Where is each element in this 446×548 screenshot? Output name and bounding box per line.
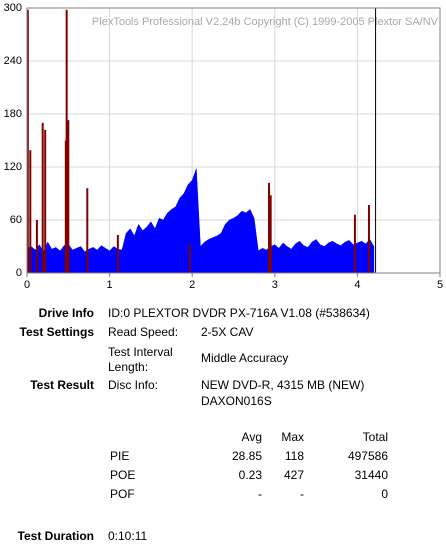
disc-info: DAXON016S bbox=[201, 394, 272, 408]
spike bbox=[367, 204, 370, 273]
label: Test Settings bbox=[19, 325, 94, 339]
x-tick-label: 0 bbox=[24, 279, 30, 291]
y-tick-label: 240 bbox=[4, 55, 22, 67]
label: Test Result bbox=[30, 378, 94, 392]
y-tick-label: 0 bbox=[16, 267, 22, 279]
stat-header: Max bbox=[281, 430, 304, 444]
y-tick-label: 120 bbox=[4, 161, 22, 173]
spike bbox=[67, 120, 70, 273]
value: 0:10:11 bbox=[108, 529, 148, 543]
stat-name: POF bbox=[110, 487, 135, 501]
x-tick-label: 5 bbox=[437, 279, 443, 291]
spike bbox=[269, 195, 272, 273]
spike bbox=[116, 235, 119, 273]
disc-info: NEW DVD-R, 4315 MB (NEW) bbox=[201, 378, 365, 392]
chart: 0 60 120 180 240 300 0 1 2 3 4 5 PlexTools Professio… bbox=[4, 2, 443, 291]
spike bbox=[86, 188, 89, 273]
label: Test Duration bbox=[17, 529, 94, 543]
stat-value: 31440 bbox=[354, 468, 388, 482]
stat-value: 28.85 bbox=[231, 449, 262, 463]
spike bbox=[268, 182, 271, 273]
setting-name: Test Interval Length: bbox=[108, 345, 173, 374]
spike bbox=[26, 9, 29, 274]
stat-value: 427 bbox=[283, 468, 304, 482]
spike bbox=[35, 220, 38, 273]
setting-name: Disc Info: bbox=[108, 378, 159, 392]
spike bbox=[65, 9, 68, 274]
stat-value: 0 bbox=[381, 487, 388, 501]
stat-name: POE bbox=[110, 468, 136, 482]
stat-value: 0.23 bbox=[238, 468, 262, 482]
stat-header: Avg bbox=[241, 430, 262, 444]
area bbox=[26, 168, 375, 274]
stat-value: - bbox=[258, 487, 262, 501]
x-tick-label: 4 bbox=[354, 279, 360, 291]
spike bbox=[29, 150, 32, 273]
x-tick-label: 1 bbox=[107, 279, 113, 291]
y-tick-label: 300 bbox=[4, 2, 22, 14]
value: ID:0 PLEXTOR DVDR PX-716A V1.08 (#538634… bbox=[108, 306, 370, 320]
chart-title: PlexTools Professional V2.24b Copyright … bbox=[92, 16, 439, 28]
spike bbox=[353, 214, 356, 273]
spike bbox=[41, 122, 44, 273]
stat-value: - bbox=[300, 487, 304, 501]
setting-name: Read Speed: bbox=[108, 325, 179, 339]
x-tick-label: 2 bbox=[189, 279, 195, 291]
setting-value: Middle Accuracy bbox=[201, 351, 289, 365]
y-tick-label: 60 bbox=[10, 214, 22, 226]
stat-value: 497586 bbox=[347, 449, 388, 463]
spike bbox=[44, 129, 47, 273]
setting-value: 2-5X CAV bbox=[201, 325, 254, 339]
stat-header: Total bbox=[362, 430, 388, 444]
plot-border bbox=[26, 7, 441, 274]
spike bbox=[188, 244, 191, 273]
stat-value: 118 bbox=[284, 449, 304, 463]
y-tick-label: 180 bbox=[4, 108, 22, 120]
stat-name: PIE bbox=[110, 449, 130, 463]
label: Drive Info bbox=[38, 306, 94, 320]
x-tick-label: 3 bbox=[272, 279, 278, 291]
